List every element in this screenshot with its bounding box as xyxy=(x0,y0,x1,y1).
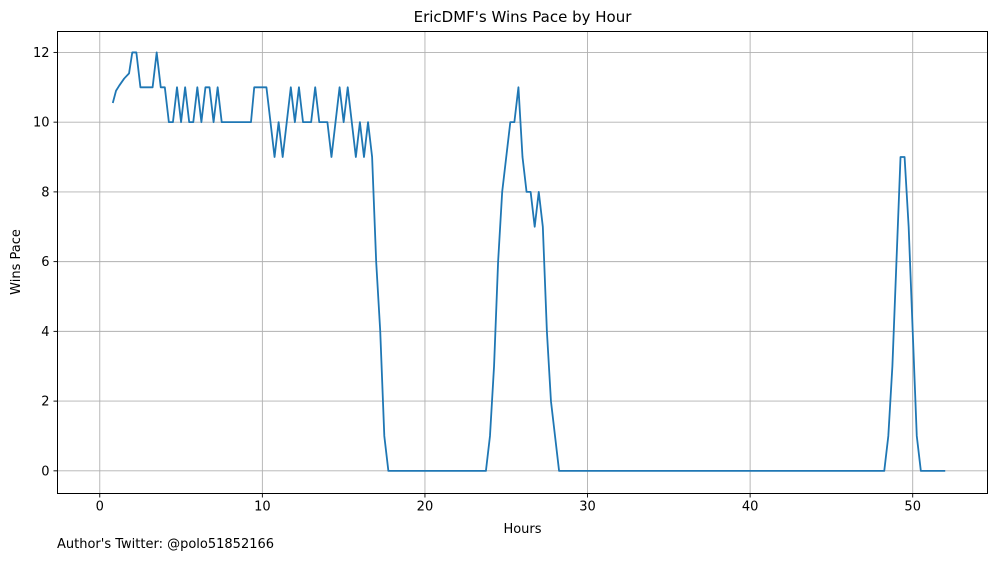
y-tick-label: 10 xyxy=(33,116,50,131)
plot-frame xyxy=(57,31,988,494)
x-tick-label: 10 xyxy=(254,500,271,515)
x-tick-label: 50 xyxy=(904,500,921,515)
y-tick-label: 12 xyxy=(33,46,50,61)
y-tick-label: 2 xyxy=(41,395,49,410)
x-axis-label: Hours xyxy=(503,522,541,537)
chart-title: EricDMF's Wins Pace by Hour xyxy=(414,8,633,26)
y-tick-label: 6 xyxy=(41,255,49,270)
series-line xyxy=(111,51,946,472)
plot-background xyxy=(57,31,988,494)
x-tick-label: 20 xyxy=(417,500,434,515)
x-tick-label: 40 xyxy=(742,500,759,515)
axis-ticks: 0 10 20 30 40 50 0 2 4 6 8 10 12 xyxy=(33,46,921,515)
y-tick-label: 4 xyxy=(41,325,49,340)
x-tick-label: 30 xyxy=(579,500,596,515)
x-tick-label: 0 xyxy=(96,500,104,515)
y-tick-label: 0 xyxy=(41,464,49,479)
y-tick-label: 8 xyxy=(41,185,49,200)
grid-lines xyxy=(57,31,988,494)
y-axis-label: Wins Pace xyxy=(9,229,24,295)
author-credit: Author's Twitter: @polo51852166 xyxy=(57,537,275,552)
